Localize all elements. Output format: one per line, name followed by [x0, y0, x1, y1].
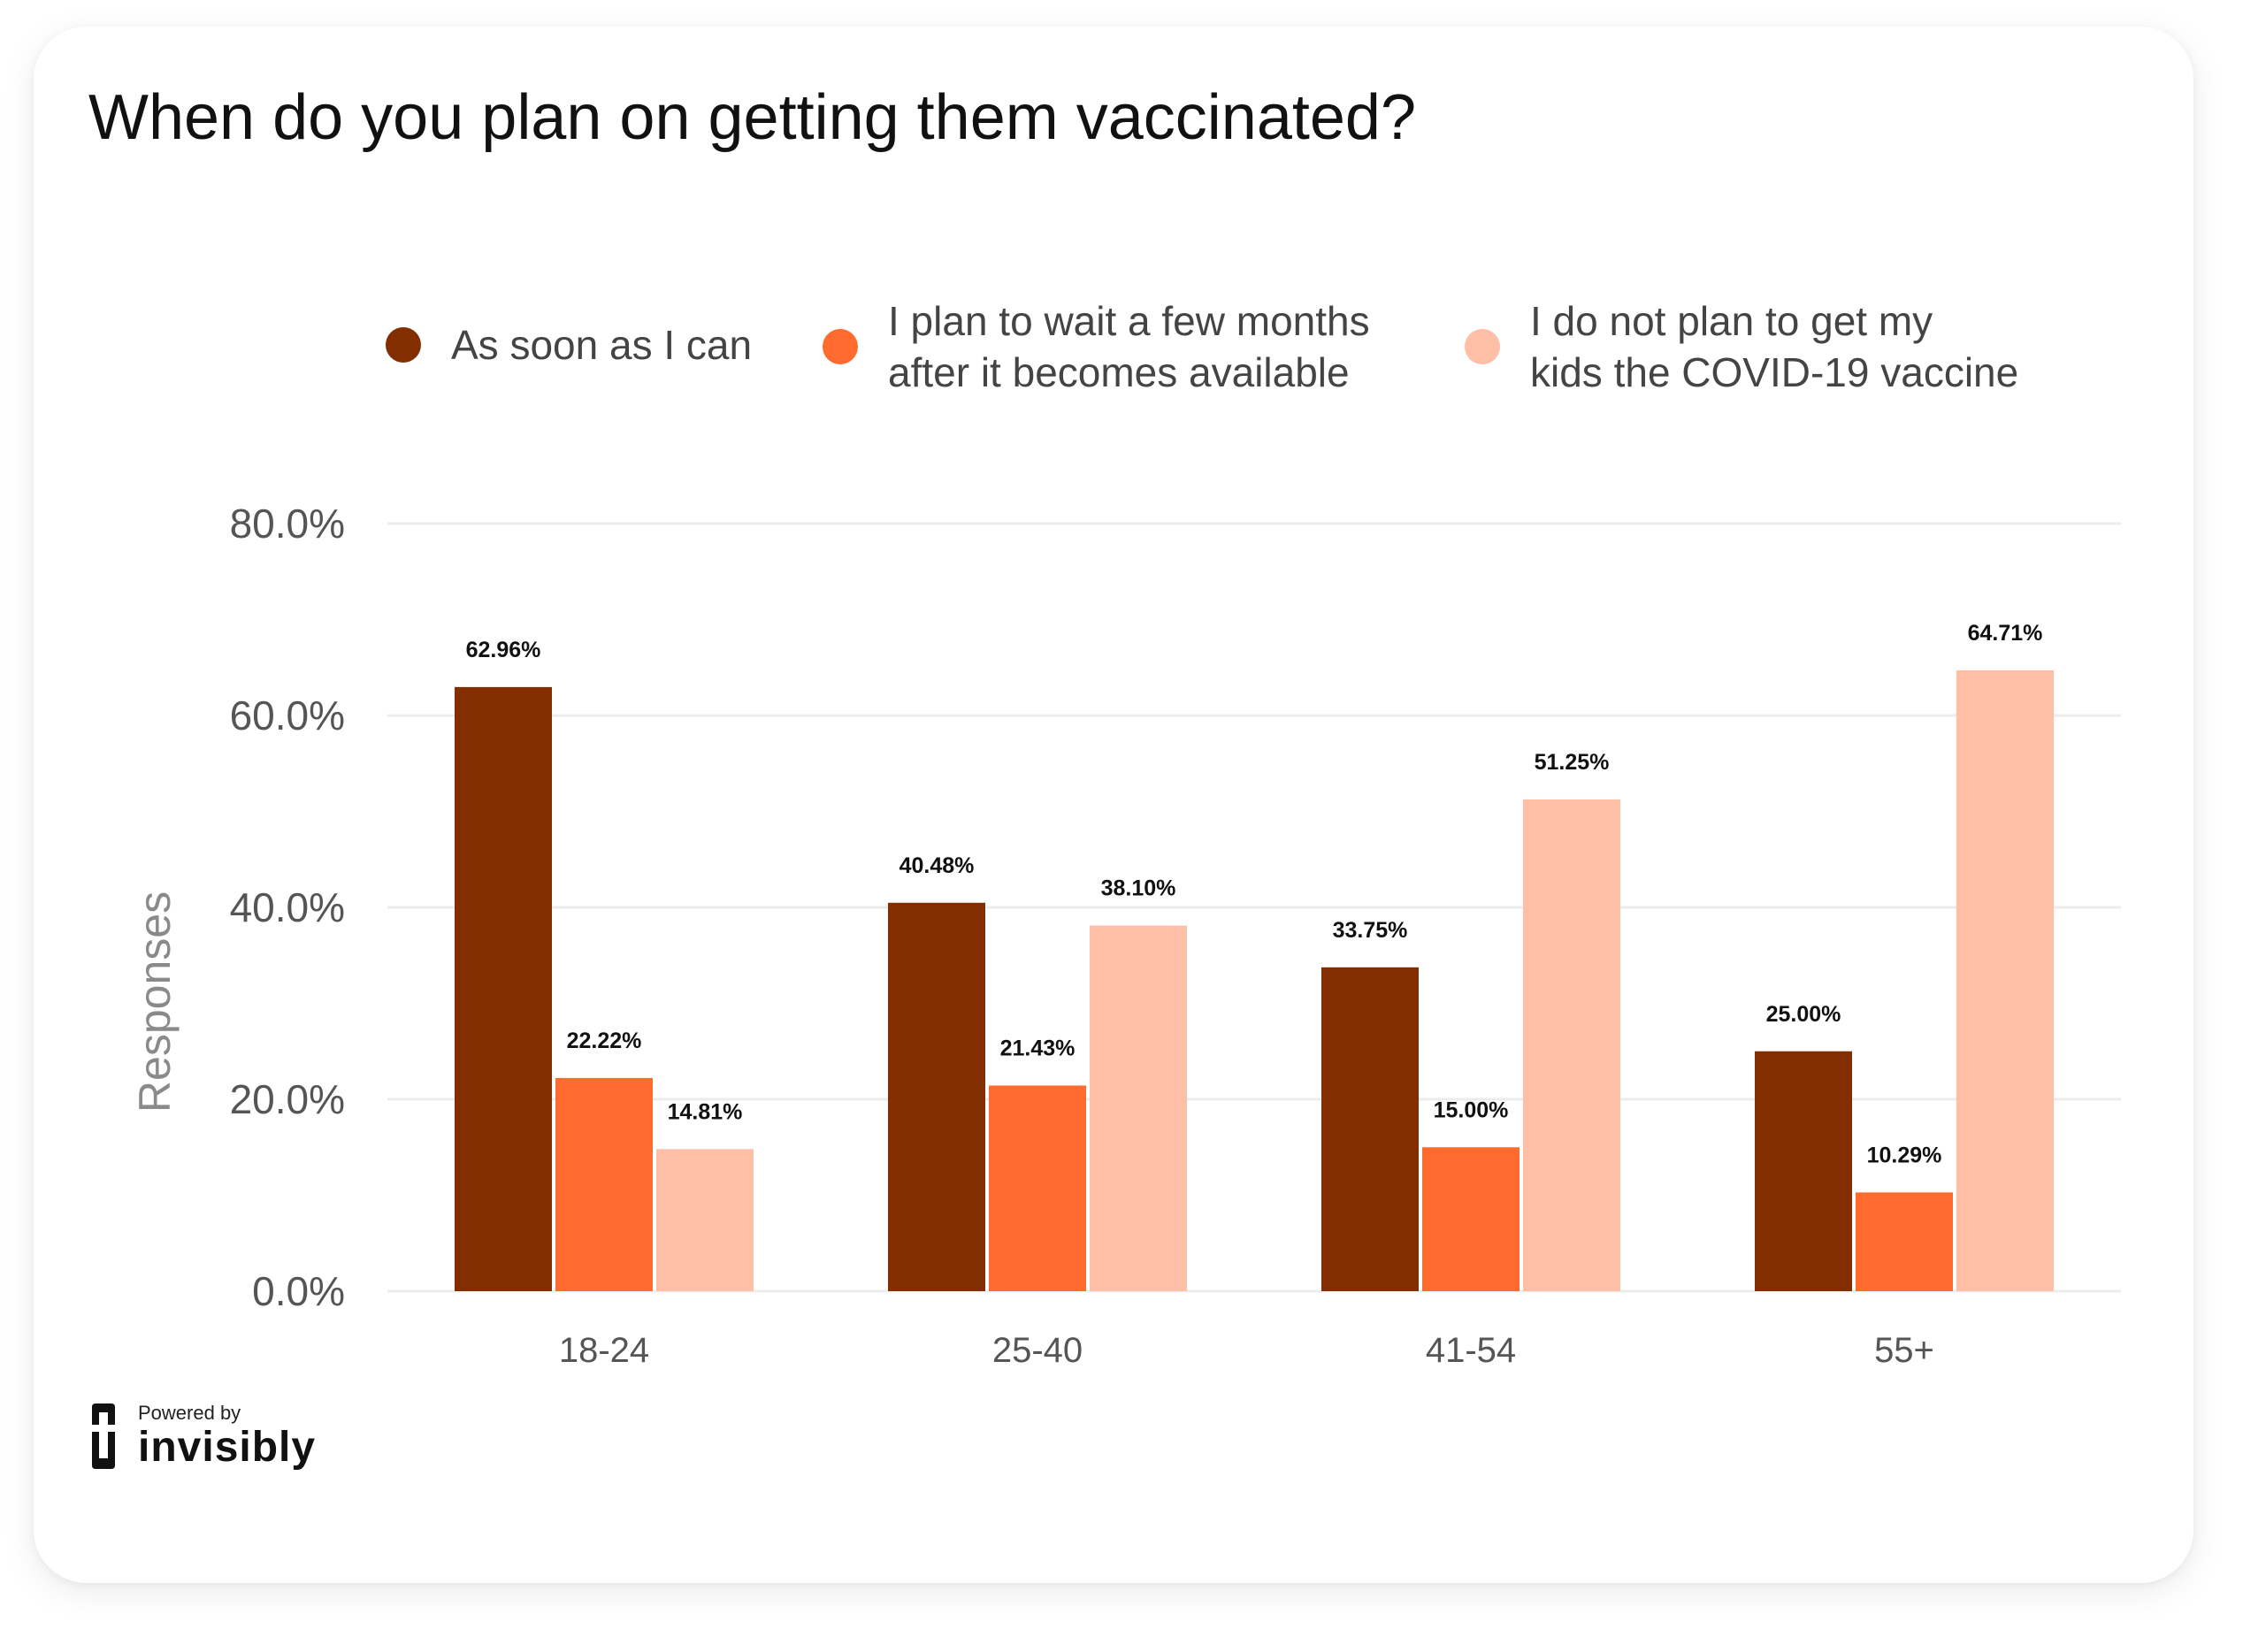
bar-value-label: 14.81%	[668, 1099, 743, 1124]
y-tick-label: 60.0%	[230, 692, 345, 738]
bar	[656, 1149, 754, 1291]
y-tick-label: 20.0%	[230, 1076, 345, 1122]
y-tick-label: 40.0%	[230, 884, 345, 930]
bar	[455, 686, 552, 1291]
chart-card	[34, 27, 2193, 1583]
bar	[555, 1077, 653, 1291]
powered-by-label: Powered by	[138, 1402, 241, 1424]
x-tick-label: 41-54	[1426, 1331, 1516, 1370]
bar-value-label: 64.71%	[1968, 621, 2043, 646]
bar	[888, 902, 985, 1291]
x-tick-label: 25-40	[992, 1331, 1083, 1370]
y-tick-label: 0.0%	[252, 1268, 345, 1314]
y-tick-label: 80.0%	[230, 501, 345, 547]
bar	[1321, 967, 1419, 1291]
chart-title: When do you plan on getting them vaccina…	[88, 82, 1416, 153]
bar	[1090, 925, 1187, 1291]
bar	[1422, 1147, 1520, 1291]
bar-value-label: 40.48%	[899, 853, 975, 878]
brand-name: invisibly	[138, 1424, 317, 1471]
bar	[989, 1085, 1086, 1291]
bar-value-label: 51.25%	[1535, 750, 1610, 775]
bar-value-label: 33.75%	[1333, 918, 1408, 943]
bar	[1856, 1192, 1953, 1291]
bar	[1523, 799, 1620, 1291]
bar-value-label: 38.10%	[1101, 876, 1176, 901]
y-axis-label: Responses	[130, 891, 180, 1113]
x-tick-label: 18-24	[559, 1331, 649, 1370]
bar-value-label: 62.96%	[466, 638, 541, 662]
bar	[1956, 669, 2054, 1291]
bar-value-label: 10.29%	[1867, 1143, 1942, 1167]
powered-by-invisibly: Powered by invisibly	[88, 1402, 316, 1471]
bar	[1755, 1051, 1852, 1291]
invisibly-logo-icon	[92, 1403, 115, 1469]
bar-value-label: 21.43%	[1000, 1036, 1076, 1060]
bar-value-label: 22.22%	[567, 1029, 642, 1053]
x-tick-label: 55+	[1874, 1331, 1934, 1370]
bar-value-label: 15.00%	[1434, 1098, 1509, 1122]
bar-value-label: 25.00%	[1766, 1002, 1841, 1027]
